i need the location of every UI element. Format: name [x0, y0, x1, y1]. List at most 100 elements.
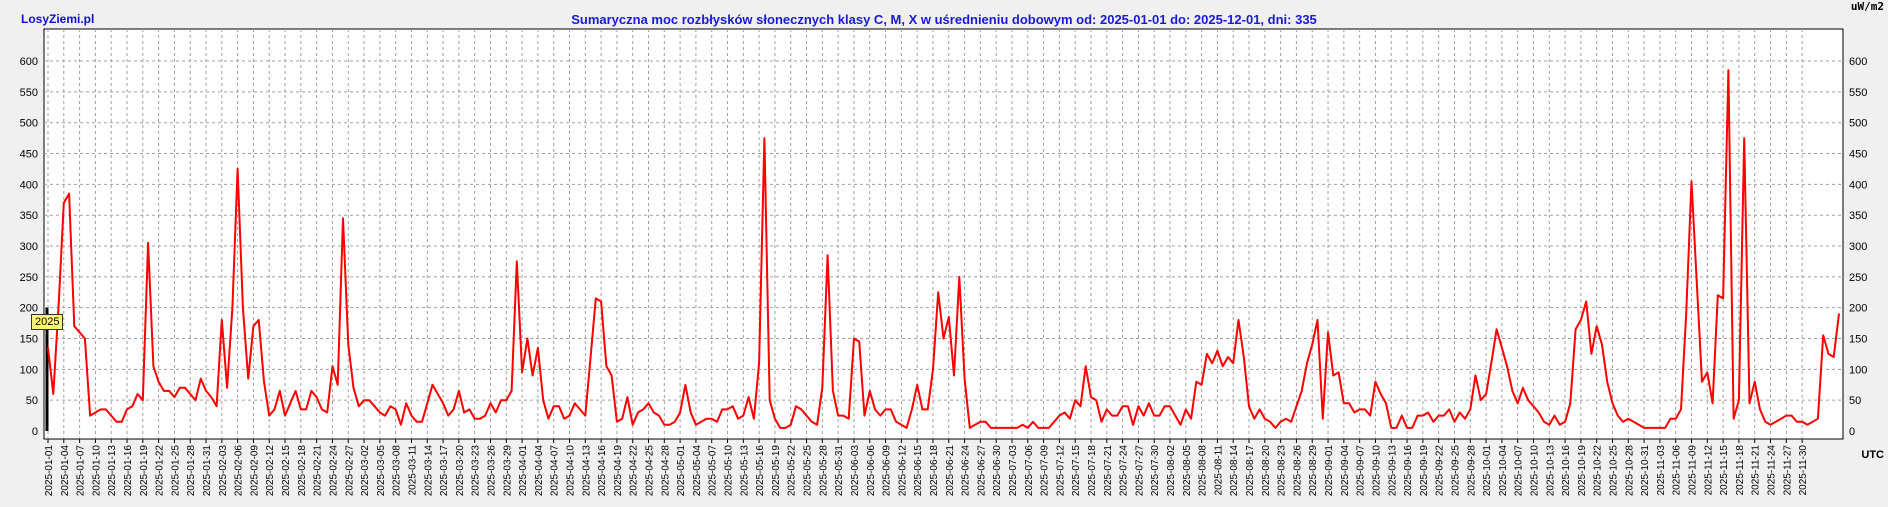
x-tick-label: 2025-04-19 — [613, 445, 624, 497]
x-axis-unit: UTC — [1861, 449, 1884, 461]
data-point — [526, 337, 529, 340]
data-point — [684, 384, 687, 386]
data-point — [748, 396, 750, 398]
x-tick-label: 2025-02-12 — [265, 445, 276, 497]
data-point — [121, 421, 123, 423]
data-point — [1343, 402, 1345, 404]
data-point — [410, 415, 413, 417]
x-tick-label: 2025-11-06 — [1672, 445, 1683, 496]
data-point — [184, 387, 186, 389]
data-point — [1538, 411, 1540, 414]
data-point — [695, 424, 697, 426]
data-point — [463, 411, 465, 414]
data-point — [158, 381, 160, 383]
data-point — [200, 378, 202, 380]
y-tick-label-right: 550 — [1849, 87, 1867, 99]
data-point — [1443, 415, 1445, 417]
data-point — [1222, 365, 1224, 367]
x-tick-label: 2025-01-31 — [202, 445, 213, 497]
data-point — [1817, 418, 1819, 420]
data-point — [885, 408, 887, 410]
data-point — [1601, 344, 1603, 346]
data-point — [300, 408, 302, 410]
data-point — [484, 415, 486, 417]
data-point — [1474, 374, 1477, 377]
data-point — [268, 415, 270, 417]
data-point — [326, 411, 328, 414]
data-point — [911, 408, 913, 410]
data-point — [716, 421, 718, 423]
data-point — [1664, 427, 1666, 429]
data-point — [516, 260, 518, 262]
data-point — [1353, 411, 1355, 414]
data-point — [94, 411, 96, 414]
x-tick-label: 2025-03-23 — [471, 445, 482, 497]
data-point — [1564, 421, 1566, 423]
data-point — [705, 418, 708, 420]
data-point — [732, 405, 734, 407]
data-point — [1611, 402, 1614, 404]
data-point — [500, 399, 502, 401]
data-point — [858, 341, 860, 343]
data-point — [1712, 402, 1714, 404]
x-tick-label: 2025-02-21 — [313, 445, 324, 497]
x-tick-label: 2025-01-01 — [44, 445, 55, 497]
x-tick-label: 2025-08-20 — [1261, 445, 1272, 497]
data-point — [305, 408, 307, 410]
data-point — [1543, 421, 1545, 423]
data-point — [458, 390, 460, 392]
data-point — [1659, 427, 1661, 429]
x-tick-label: 2025-07-18 — [1087, 445, 1098, 497]
data-point — [1295, 405, 1297, 407]
data-point — [1680, 408, 1682, 410]
data-point — [1643, 427, 1645, 429]
data-point — [1011, 427, 1013, 429]
data-point — [1064, 411, 1066, 414]
data-point — [405, 402, 407, 404]
data-point — [258, 319, 260, 321]
data-point — [363, 399, 365, 401]
data-point — [932, 368, 934, 370]
data-point — [1259, 408, 1261, 410]
data-point — [1090, 396, 1092, 398]
x-tick-label: 2025-09-01 — [1324, 445, 1335, 497]
data-point — [431, 384, 434, 386]
data-point — [426, 402, 428, 404]
brand-logo-text[interactable]: LosyZiemi.pl — [21, 12, 95, 26]
x-tick-label: 2025-09-25 — [1450, 445, 1461, 497]
x-tick-label: 2025-05-25 — [803, 445, 814, 497]
data-point — [273, 408, 276, 410]
x-tick-label: 2025-11-18 — [1735, 445, 1746, 496]
x-tick-label: 2025-07-24 — [1119, 445, 1130, 497]
data-point — [1427, 411, 1429, 414]
data-point — [1143, 415, 1145, 417]
data-point — [79, 331, 81, 333]
data-point — [842, 415, 845, 417]
x-tick-label: 2025-04-25 — [645, 445, 656, 497]
data-point — [800, 408, 802, 410]
x-tick-label: 2025-07-30 — [1150, 445, 1161, 497]
y-tick-label-left: 150 — [20, 334, 38, 346]
data-point — [1717, 294, 1719, 296]
data-point — [700, 421, 702, 423]
x-tick-label: 2025-05-28 — [818, 445, 829, 497]
data-point — [1048, 427, 1050, 429]
data-point — [990, 427, 992, 429]
data-point — [1511, 390, 1513, 392]
data-point — [374, 405, 376, 407]
data-point — [142, 399, 144, 401]
data-point — [1575, 328, 1577, 330]
x-tick-label: 2025-11-12 — [1703, 445, 1714, 496]
data-point — [653, 411, 655, 414]
data-point — [384, 415, 386, 417]
data-point — [942, 337, 945, 340]
data-point — [816, 424, 818, 426]
data-point — [890, 408, 892, 410]
x-tick-label: 2025-09-22 — [1435, 445, 1446, 497]
data-point — [400, 424, 402, 426]
data-point — [1596, 325, 1598, 327]
data-point — [173, 396, 175, 398]
data-point — [579, 408, 581, 410]
x-tick-label: 2025-06-27 — [976, 445, 987, 497]
x-tick-label: 2025-10-25 — [1608, 445, 1619, 497]
